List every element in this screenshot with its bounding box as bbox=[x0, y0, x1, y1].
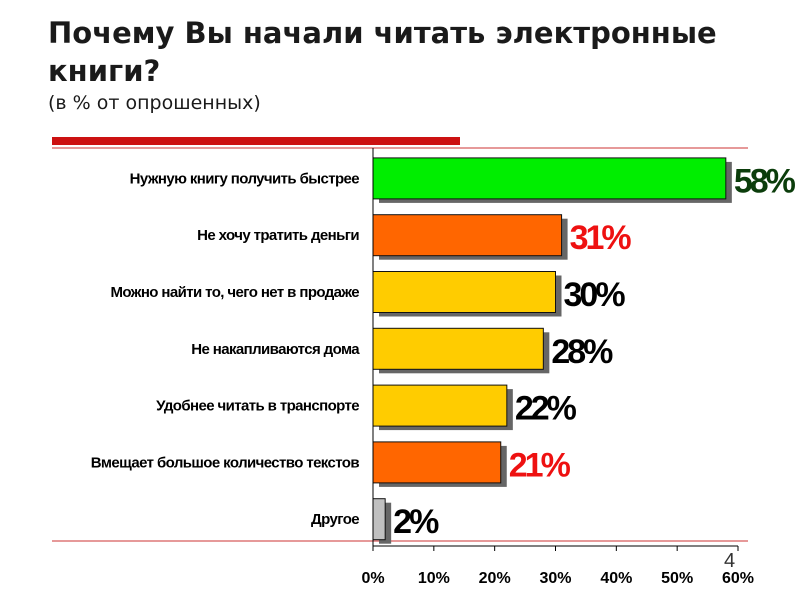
page-number: 4 bbox=[724, 550, 736, 572]
x-tick-label: 10% bbox=[418, 570, 450, 587]
value-label: 28% bbox=[551, 333, 613, 371]
x-tick-label: 40% bbox=[600, 570, 632, 587]
value-label: 2% bbox=[393, 503, 439, 541]
category-label: Другое bbox=[311, 511, 359, 528]
bar bbox=[372, 498, 386, 541]
value-label: 30% bbox=[564, 276, 626, 314]
category-label: Можно найти то, чего нет в продаже bbox=[111, 284, 360, 301]
bar bbox=[372, 157, 727, 200]
value-label: 22% bbox=[515, 390, 577, 428]
chart-subtitle: (в % от опрошенных) bbox=[48, 92, 261, 114]
category-label: Не накапливаются дома bbox=[191, 341, 360, 358]
x-tick-label: 0% bbox=[361, 570, 384, 587]
category-label: Вмещает большое количество текстов bbox=[91, 454, 360, 471]
x-tick-label: 60% bbox=[722, 570, 754, 587]
bar bbox=[372, 327, 544, 370]
x-tick-label: 20% bbox=[479, 570, 511, 587]
value-label: 58% bbox=[734, 162, 796, 200]
chart-title: Почему Вы начали читать электронные книг… bbox=[48, 16, 717, 88]
bar bbox=[372, 214, 563, 257]
value-label: 21% bbox=[509, 446, 571, 484]
bar bbox=[372, 441, 502, 484]
x-tick-label: 30% bbox=[539, 570, 571, 587]
category-label: Не хочу тратить деньги bbox=[197, 227, 359, 244]
bar bbox=[372, 384, 508, 427]
x-tick-label: 50% bbox=[661, 570, 693, 587]
value-label: 31% bbox=[570, 219, 632, 257]
bars-group: Нужную книгу получить быстрее 58% Не хочу … bbox=[91, 157, 799, 544]
bar bbox=[372, 271, 556, 313]
x-axis: 0% 10% 20% 30% 40% 50% 60% bbox=[361, 148, 754, 587]
category-label: Удобнее читать в транспорте bbox=[156, 398, 359, 415]
category-label: Нужную книгу получить быстрее bbox=[130, 170, 360, 187]
